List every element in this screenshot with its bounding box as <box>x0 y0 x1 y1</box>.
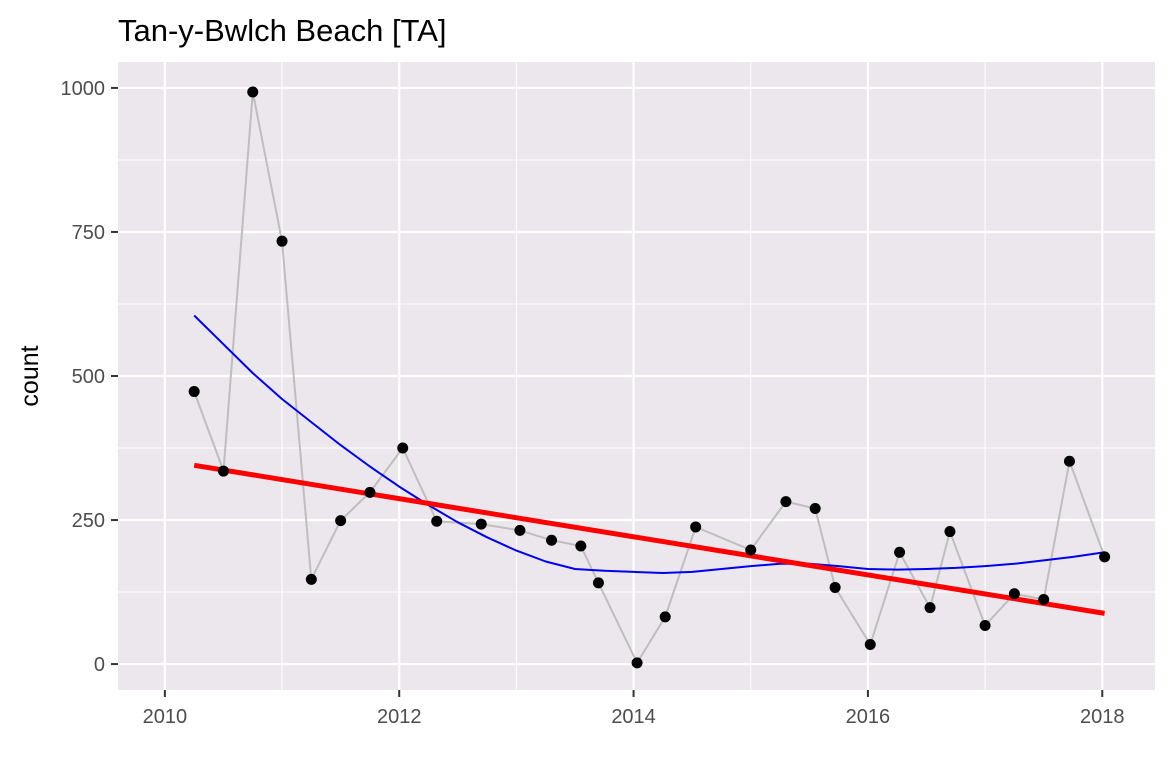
data-point <box>276 235 288 247</box>
data-point <box>1038 594 1050 606</box>
y-axis-title: count <box>16 345 44 406</box>
data-point <box>217 465 229 477</box>
linear-trend-line <box>193 462 1106 616</box>
data-point <box>979 619 991 631</box>
data-point <box>690 521 702 533</box>
y-tick-label: 1000 <box>61 78 106 100</box>
data-point <box>944 526 956 538</box>
y-tick-label: 500 <box>72 366 105 388</box>
x-tick-label: 2010 <box>143 706 188 728</box>
data-point <box>335 515 347 527</box>
data-point <box>305 573 317 585</box>
data-point <box>745 544 757 556</box>
data-point <box>1099 551 1111 563</box>
data-point <box>780 496 792 508</box>
data-point <box>575 540 587 552</box>
data-point <box>364 486 376 498</box>
data-point <box>924 602 936 614</box>
data-point <box>659 611 671 623</box>
series <box>188 86 1111 669</box>
observed-line <box>193 91 1106 664</box>
data-point <box>894 546 906 558</box>
y-tick-label: 0 <box>94 654 105 676</box>
data-point <box>1008 588 1020 600</box>
data-point <box>431 515 443 527</box>
data-point <box>809 503 821 515</box>
data-point <box>829 581 841 593</box>
data-point <box>247 86 259 98</box>
data-point <box>188 386 200 398</box>
y-tick-label: 750 <box>72 222 105 244</box>
x-tick-label: 2014 <box>611 706 656 728</box>
axes: 2010 2012 2014 2016 2018 0 250 500 750 1000 <box>61 78 1125 728</box>
data-point <box>546 534 558 546</box>
chart-title: Tan-y-Bwlch Beach [TA] <box>118 13 446 48</box>
x-tick-label: 2018 <box>1080 706 1125 728</box>
data-point <box>514 524 526 536</box>
data-point <box>1063 455 1075 467</box>
data-point <box>475 518 487 530</box>
data-point <box>397 442 409 454</box>
y-tick-label: 250 <box>72 510 105 532</box>
x-tick-label: 2012 <box>377 706 422 728</box>
data-point <box>631 657 643 669</box>
data-point <box>592 577 604 589</box>
smooth-line <box>193 314 1105 574</box>
x-tick-label: 2016 <box>846 706 891 728</box>
data-point <box>864 638 876 650</box>
